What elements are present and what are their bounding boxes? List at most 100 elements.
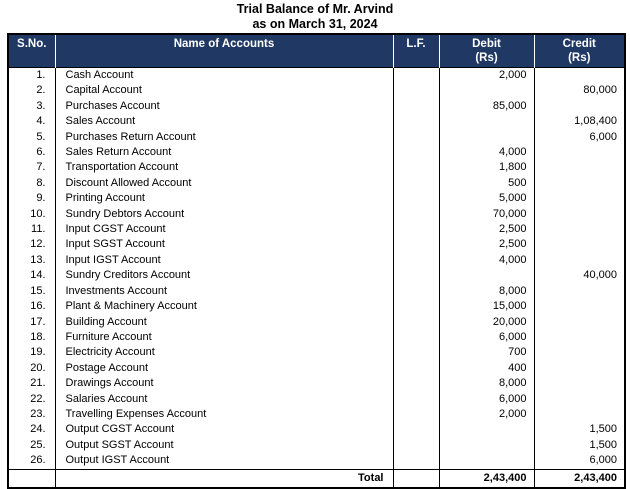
cell-debit: 1,800 bbox=[438, 160, 534, 176]
cell-lf bbox=[392, 67, 439, 84]
cell-lf bbox=[392, 314, 439, 330]
cell-sno: 3. bbox=[36, 99, 46, 112]
table-row: 19. Electricity Account 700 bbox=[8, 345, 625, 361]
cell-lf bbox=[392, 160, 439, 176]
table-row: 17. Building Account 20,000 bbox=[8, 314, 625, 330]
cell-account-name: Sundry Creditors Account bbox=[54, 268, 393, 284]
cell-debit: 8,000 bbox=[438, 283, 534, 300]
cell-account-name: Printing Account bbox=[54, 191, 393, 207]
cell-debit bbox=[438, 422, 534, 438]
table-body: 1. Cash Account 2,000 2. Capital Account 80,0… bbox=[8, 67, 625, 470]
cell-sno: 11. bbox=[31, 223, 46, 236]
column-header-name: Name of Accounts bbox=[54, 34, 393, 68]
cell-debit bbox=[438, 114, 534, 130]
trial-balance-table: S.No. Name of Accounts L.F. Debit (Rs) C… bbox=[7, 33, 626, 489]
cell-debit: 2,500 bbox=[438, 237, 534, 253]
table-row: 16. Plant & Machinery Account 15,000 bbox=[8, 299, 625, 315]
cell-account-name: Input CGST Account bbox=[54, 222, 393, 238]
table-row: 20. Postage Account 400 bbox=[8, 360, 625, 377]
cell-lf bbox=[392, 98, 439, 115]
cell-lf bbox=[392, 437, 439, 454]
column-header-lf: L.F. bbox=[392, 34, 439, 68]
cell-account-name: Travelling Expenses Account bbox=[54, 406, 393, 423]
cell-sno: 10. bbox=[30, 207, 46, 220]
cell-sno: 25. bbox=[30, 438, 46, 451]
table-row: 10. Sundry Debtors Account 70,000 bbox=[8, 206, 625, 223]
cell-account-name: Plant & Machinery Account bbox=[54, 299, 393, 315]
cell-lf bbox=[392, 283, 439, 300]
table-row: 3. Purchases Account 85,000 bbox=[8, 98, 625, 115]
cell-account-name: Salaries Account bbox=[54, 391, 393, 407]
cell-account-name: Purchases Return Account bbox=[54, 129, 393, 146]
cell-lf bbox=[392, 83, 439, 99]
table-row: 22. Salaries Account 6,000 bbox=[8, 391, 625, 407]
column-header-debit-label: Debit bbox=[472, 38, 501, 50]
table-row: 8. Discount Allowed Account 500 bbox=[8, 175, 625, 192]
cell-account-name: Drawings Account bbox=[54, 376, 393, 392]
cell-account-name: Capital Account bbox=[54, 83, 393, 99]
cell-debit bbox=[438, 129, 534, 146]
document-title: Trial Balance of Mr. Arvind bbox=[236, 2, 394, 16]
cell-credit bbox=[533, 314, 625, 330]
table-row: 14. Sundry Creditors Account 40,000 bbox=[8, 268, 625, 284]
cell-account-name: Purchases Account bbox=[54, 98, 393, 115]
column-header-credit-unit: (Rs) bbox=[568, 52, 591, 64]
cell-lf bbox=[392, 206, 439, 223]
cell-account-name: Sundry Debtors Account bbox=[54, 206, 393, 223]
cell-lf bbox=[392, 222, 439, 238]
cell-account-name: Input SGST Account bbox=[54, 237, 393, 253]
cell-credit bbox=[533, 191, 625, 207]
cell-credit bbox=[533, 160, 625, 176]
cell-credit bbox=[533, 329, 625, 346]
cell-debit: 85,000 bbox=[438, 98, 534, 115]
cell-debit: 5,000 bbox=[438, 191, 534, 207]
table-row: 24. Output CGST Account 1,500 bbox=[8, 422, 625, 438]
cell-account-name: Output IGST Account bbox=[54, 453, 393, 470]
cell-sno: 13. bbox=[30, 253, 46, 266]
cell-debit: 6,000 bbox=[438, 329, 534, 346]
cell-account-name: Furniture Account bbox=[54, 329, 393, 346]
cell-credit bbox=[533, 252, 625, 269]
cell-lf bbox=[392, 391, 439, 407]
cell-account-name: Transportation Account bbox=[54, 160, 393, 176]
table-row: 4. Sales Account 1,08,400 bbox=[8, 114, 625, 130]
cell-lf bbox=[392, 376, 439, 392]
cell-credit: 1,08,400 bbox=[533, 114, 625, 130]
cell-debit: 500 bbox=[438, 175, 534, 192]
cell-credit bbox=[533, 175, 625, 192]
column-header-debit-unit: (Rs) bbox=[475, 52, 498, 64]
cell-credit: 6,000 bbox=[533, 129, 625, 146]
cell-debit: 700 bbox=[438, 345, 534, 361]
cell-lf bbox=[392, 175, 439, 192]
cell-debit bbox=[438, 268, 534, 284]
document-subtitle: as on March 31, 2024 bbox=[252, 17, 378, 31]
cell-account-name: Output CGST Account bbox=[54, 422, 393, 438]
cell-lf bbox=[392, 453, 439, 470]
cell-sno: 2. bbox=[36, 84, 46, 97]
cell-credit bbox=[533, 98, 625, 115]
cell-lf bbox=[392, 345, 439, 361]
cell-lf bbox=[392, 422, 439, 438]
column-header-sno: S.No. bbox=[8, 34, 55, 68]
cell-debit: 20,000 bbox=[438, 314, 534, 330]
cell-credit: 6,000 bbox=[533, 453, 625, 470]
table-row: 12. Input SGST Account 2,500 bbox=[8, 237, 625, 253]
cell-debit: 70,000 bbox=[438, 206, 534, 223]
cell-sno: 21. bbox=[30, 377, 46, 390]
cell-credit: 1,500 bbox=[533, 422, 625, 438]
total-cell-lf bbox=[392, 469, 439, 488]
cell-lf bbox=[392, 299, 439, 315]
cell-credit bbox=[533, 206, 625, 223]
cell-debit: 6,000 bbox=[438, 391, 534, 407]
cell-sno: 15. bbox=[30, 284, 46, 297]
cell-debit bbox=[438, 437, 534, 454]
table-row: 13. Input IGST Account 4,000 bbox=[8, 252, 625, 269]
cell-credit bbox=[533, 360, 625, 377]
cell-sno: 9. bbox=[36, 192, 46, 205]
cell-sno: 26. bbox=[30, 454, 46, 467]
cell-account-name: Electricity Account bbox=[54, 345, 393, 361]
cell-credit: 40,000 bbox=[533, 268, 625, 284]
cell-credit bbox=[533, 391, 625, 407]
table-row: 7. Transportation Account 1,800 bbox=[8, 160, 625, 176]
